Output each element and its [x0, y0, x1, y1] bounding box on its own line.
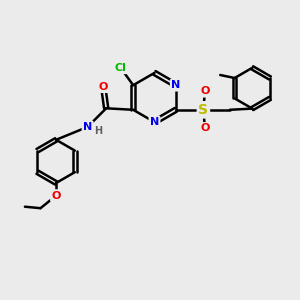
Text: S: S	[198, 103, 208, 117]
Text: N: N	[150, 117, 159, 127]
Text: N: N	[83, 122, 92, 132]
Text: O: O	[51, 190, 61, 201]
Text: O: O	[98, 82, 108, 92]
Text: Cl: Cl	[115, 63, 127, 73]
Text: O: O	[200, 123, 210, 134]
Text: N: N	[171, 80, 180, 90]
Text: H: H	[94, 125, 102, 136]
Text: O: O	[200, 86, 210, 96]
